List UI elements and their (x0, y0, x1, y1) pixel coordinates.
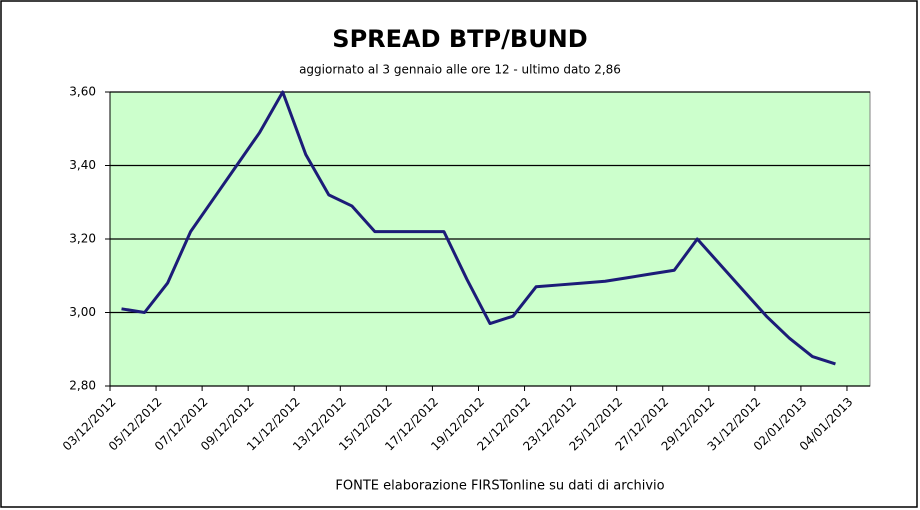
y-tick-label: 3,00 (69, 305, 96, 319)
source-note: FONTE elaborazione FIRSTonline su dati d… (335, 479, 664, 494)
y-tick-label: 3,60 (69, 85, 96, 99)
y-tick-label: 2,80 (69, 379, 96, 393)
y-tick-label: 3,20 (69, 232, 96, 246)
y-tick-label: 3,40 (69, 158, 96, 172)
series-line (121, 90, 836, 366)
chart-subtitle: aggiornato al 3 gennaio alle ore 12 - ul… (299, 63, 621, 77)
chart-title: SPREAD BTP/BUND (332, 25, 587, 53)
